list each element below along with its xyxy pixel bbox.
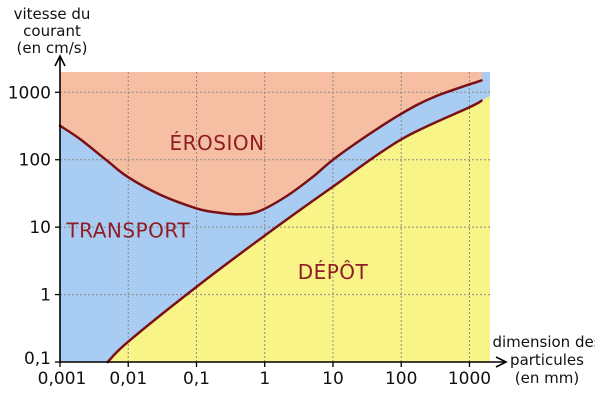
y-axis-arrow	[54, 54, 66, 67]
x-tick-label: 10	[322, 369, 344, 389]
grid	[60, 72, 490, 362]
axes	[54, 54, 508, 368]
x-axis-arrow	[495, 356, 508, 368]
region-labels: ÉROSION TRANSPORT DÉPÔT	[65, 131, 368, 284]
y-axis-title: vitesse du courant (en cm/s)	[14, 5, 91, 57]
plot-background	[60, 72, 490, 362]
y-tick-label: 10	[29, 218, 51, 238]
y-tick-label: 1	[40, 286, 51, 306]
x-tick-label: 1	[259, 369, 270, 389]
x-tick-label: 0,1	[183, 369, 210, 389]
y-tick-label: 100	[19, 151, 51, 171]
x-tick-label: 100	[385, 369, 417, 389]
x-axis-title: dimension des particules (en mm)	[492, 333, 595, 387]
y-tick-label: 0,1	[24, 349, 51, 369]
tick-labels: 0,001 0,01 0,1 1 10 100 1000 0,1 1 10 100 1000	[8, 83, 491, 389]
x-tick-label: 0,001	[38, 369, 87, 389]
y-tick-label: 1000	[8, 83, 51, 103]
erosion-boundary-curve	[58, 79, 483, 216]
x-tick-label: 0,01	[109, 369, 147, 389]
region-label-transport: TRANSPORT	[65, 219, 190, 243]
x-tick-label: 1000	[448, 369, 491, 389]
erosion-region	[60, 72, 482, 215]
boundary-curves	[58, 79, 483, 364]
region-label-dépôt: DÉPÔT	[298, 260, 369, 284]
deposition-region	[107, 96, 490, 362]
region-label-érosion: ÉROSION	[169, 131, 264, 155]
deposition-boundary-curve	[106, 99, 483, 364]
